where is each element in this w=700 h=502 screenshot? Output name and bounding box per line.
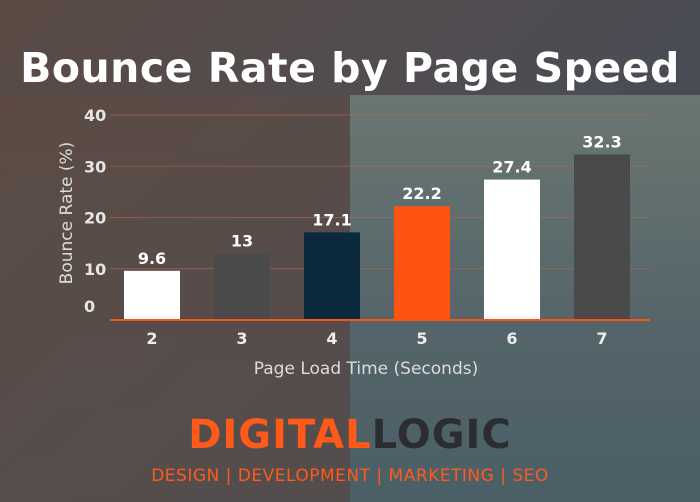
data-label: 27.4 — [492, 158, 531, 177]
bar — [484, 179, 540, 320]
bar — [394, 206, 450, 320]
logo-digital-text: DIGITAL — [188, 412, 372, 458]
gridlines — [110, 114, 650, 270]
x-tick-label: 5 — [416, 329, 427, 348]
y-tick-label: 0 — [84, 297, 95, 316]
data-label: 22.2 — [402, 184, 441, 203]
y-tick-label: 10 — [84, 260, 106, 279]
data-labels: 9.6 13 17.1 22.2 27.4 32.3 — [138, 132, 622, 267]
y-tick-label: 40 — [84, 106, 106, 125]
bar-chart: 0 10 20 30 40 9.6 13 17.1 22.2 27.4 32.3 2 3 4 5 6 7 B… — [57, 106, 650, 379]
x-tick-label: 4 — [326, 329, 337, 348]
brand-tagline: DESIGN | DEVELOPMENT | MARKETING | SEO — [151, 466, 549, 486]
y-tick-label: 30 — [84, 157, 106, 176]
x-tick-label: 7 — [596, 329, 607, 348]
logo-logic-text: LOGIC — [371, 412, 512, 458]
bar — [214, 253, 270, 320]
data-label: 13 — [231, 231, 253, 250]
data-label: 32.3 — [582, 132, 621, 151]
x-axis-ticks: 2 3 4 5 6 7 — [146, 329, 607, 348]
y-tick-label: 20 — [84, 209, 106, 228]
x-tick-label: 2 — [146, 329, 157, 348]
bar — [304, 232, 360, 320]
y-axis-label: Bounce Rate (%) — [57, 142, 77, 285]
x-tick-label: 6 — [506, 329, 517, 348]
bar — [574, 154, 630, 320]
data-label: 17.1 — [312, 210, 351, 229]
data-label: 9.6 — [138, 249, 166, 268]
digitallogic-logo: DIGITALLOGIC — [0, 412, 700, 458]
bars — [124, 154, 630, 320]
x-tick-label: 3 — [236, 329, 247, 348]
y-axis-ticks: 0 10 20 30 40 — [84, 106, 106, 316]
chart-title: Bounce Rate by Page Speed — [20, 44, 680, 92]
bar — [124, 270, 180, 320]
x-axis-label: Page Load Time (Seconds) — [254, 359, 478, 379]
